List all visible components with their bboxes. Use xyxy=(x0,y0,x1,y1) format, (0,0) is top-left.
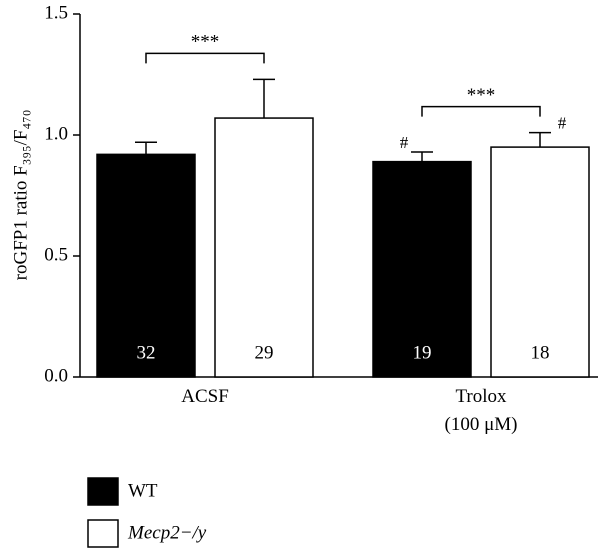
legend-label: Mecp2−/y xyxy=(127,522,207,543)
x-tick-label: Trolox (100 μM) xyxy=(445,386,518,435)
n-label: 18 xyxy=(531,342,550,363)
n-label: 29 xyxy=(255,342,274,363)
y-tick-label: 0.0 xyxy=(44,365,68,386)
bar xyxy=(214,117,314,378)
bar xyxy=(490,146,590,378)
n-label: 19 xyxy=(413,342,432,363)
y-axis-label: roGFP1 ratio F₃₉₅/F₄₇₀ xyxy=(10,110,31,281)
marker-label: # xyxy=(558,113,567,132)
significance-bracket xyxy=(421,105,541,117)
legend-label: WT xyxy=(128,480,158,501)
marker-label: # xyxy=(400,133,409,152)
y-tick-label: 0.5 xyxy=(44,244,68,265)
y-tick-label: 1.0 xyxy=(44,123,68,144)
y-tick-label: 1.5 xyxy=(44,2,68,23)
legend-swatch xyxy=(87,477,119,506)
n-label: 32 xyxy=(137,342,156,363)
significance-label: *** xyxy=(191,32,220,53)
bar xyxy=(372,160,472,378)
x-tick-label: ACSF xyxy=(181,386,229,407)
significance-bracket xyxy=(145,52,265,64)
significance-label: *** xyxy=(467,85,496,106)
legend-swatch xyxy=(87,519,119,548)
bar xyxy=(96,153,196,378)
